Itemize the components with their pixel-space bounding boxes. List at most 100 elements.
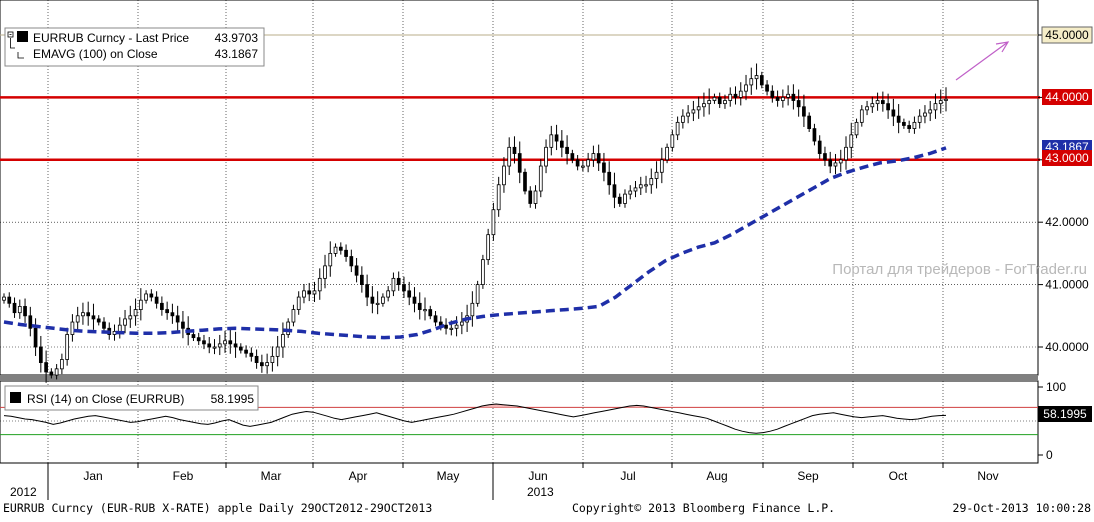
candle-body: [449, 327, 454, 330]
candle-body: [402, 284, 406, 292]
candle-body: [244, 349, 248, 354]
trend-arrow-head: [995, 41, 1010, 53]
candle-body: [649, 178, 654, 186]
candle-body: [344, 249, 348, 257]
footer-right: 29-Oct-2013 10:00:28: [953, 501, 1092, 515]
candle-body: [49, 371, 54, 376]
candle-body: [28, 315, 33, 329]
candle-body: [928, 109, 933, 114]
candle-body: [91, 315, 96, 320]
rsi-tick-label: 0: [1046, 448, 1053, 462]
candle-body: [691, 109, 696, 114]
candle-body: [865, 106, 869, 111]
candle-body: [738, 90, 743, 98]
candle-body: [265, 362, 269, 367]
candle-body: [686, 112, 690, 117]
price-legend-value: 43.9703: [215, 31, 259, 45]
candle-body: [338, 246, 343, 251]
tag-upper: 44.0000: [1045, 90, 1089, 104]
candle-body: [570, 153, 575, 161]
price-legend-name: EURRUB Curncy - Last Price: [33, 31, 189, 45]
candle-body: [270, 355, 275, 363]
candle-body: [86, 312, 91, 317]
candle-body: [17, 306, 22, 314]
candle-body: [523, 171, 527, 192]
price-legend-swatch: [17, 31, 28, 42]
candle-body: [212, 346, 217, 349]
candle-body: [628, 190, 633, 195]
candle-body: [412, 296, 417, 304]
candle-body: [533, 190, 538, 204]
month-label: Oct: [889, 469, 908, 483]
rsi-value-tag: 58.1995: [1043, 407, 1087, 421]
candle-body: [844, 146, 848, 161]
candle-body: [870, 103, 875, 108]
candle-body: [754, 75, 759, 80]
candle-body: [154, 296, 159, 304]
candle-body: [481, 259, 485, 286]
candle-body: [507, 146, 512, 167]
candle-body: [849, 134, 854, 148]
candle-body: [817, 140, 822, 154]
ema-legend-name: EMAVG (100) on Close: [33, 47, 158, 61]
candle-body: [370, 296, 375, 304]
candle-body: [307, 290, 312, 295]
candle-body: [275, 346, 280, 357]
rsi-legend[interactable]: RSI (14) on Close (EURRUB) 58.1995: [4, 385, 259, 411]
candle-body: [896, 115, 901, 123]
candle-body: [675, 121, 680, 136]
rsi-legend-swatch: [10, 392, 21, 403]
candle-body: [328, 252, 333, 267]
month-label: May: [437, 469, 460, 483]
candle-body: [728, 93, 733, 101]
candle-body: [291, 309, 296, 323]
candle-body: [923, 112, 927, 117]
candle-body: [623, 193, 627, 204]
candle-body: [602, 162, 606, 173]
candle-body: [433, 315, 438, 323]
candle-body: [859, 109, 864, 123]
candle-body: [775, 97, 780, 101]
candle-body: [233, 343, 238, 348]
candle-body: [696, 106, 701, 111]
candle-body: [823, 153, 827, 161]
month-label: Sep: [797, 469, 819, 483]
candle-body: [902, 121, 906, 126]
candlestick-series: [2, 63, 948, 383]
candle-body: [723, 100, 727, 105]
rsi-legend-value: 58.1995: [211, 392, 255, 406]
candle-body: [707, 100, 712, 105]
candle-body: [591, 153, 596, 161]
main-legend[interactable]: EURRUB Curncy - Last Price 43.9703 EMAVG…: [4, 27, 265, 67]
candle-body: [102, 321, 106, 329]
rsi-tick-label: 100: [1046, 380, 1066, 394]
candle-body: [96, 318, 101, 323]
candle-body: [444, 324, 448, 329]
month-label: Jul: [620, 469, 635, 483]
candle-body: [538, 165, 543, 192]
candle-body: [559, 140, 564, 148]
price-tags: 45.0000 43.1867 44.0000 43.0000: [1041, 26, 1093, 166]
candle-body: [654, 171, 659, 179]
candle-body: [333, 246, 338, 254]
candle-body: [833, 162, 838, 167]
candle-body: [128, 315, 133, 320]
candle-body: [23, 306, 27, 317]
price-tick-label: 40.0000: [1045, 340, 1089, 354]
candle-body: [881, 100, 885, 105]
month-label: Aug: [706, 469, 727, 483]
candle-body: [596, 153, 601, 164]
candle-body: [33, 327, 38, 348]
candle-body: [565, 146, 569, 154]
candle-body: [517, 153, 522, 173]
candle-body: [617, 196, 622, 204]
candle-body: [502, 165, 506, 186]
candle-body: [75, 315, 80, 323]
candle-body: [191, 334, 196, 339]
candle-body: [665, 146, 669, 161]
candle-body: [781, 97, 785, 101]
rsi-legend-name: RSI (14) on Close (EURRUB): [27, 392, 184, 406]
candle-body: [238, 346, 243, 351]
candle-body: [170, 312, 175, 317]
candle-body: [286, 321, 291, 335]
